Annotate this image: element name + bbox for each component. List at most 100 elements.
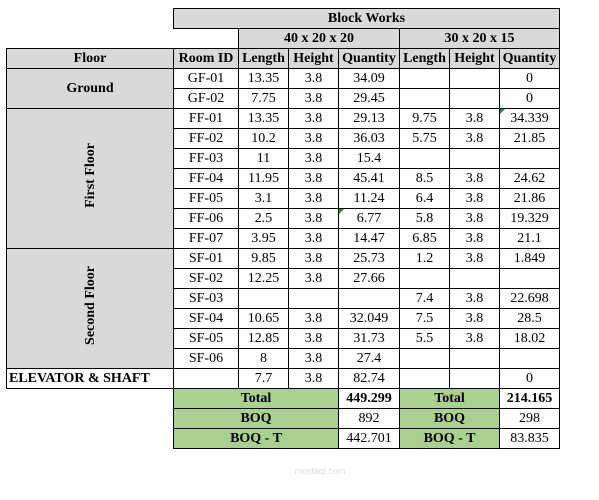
total-value-1: 449.299 — [338, 388, 400, 409]
total-label: Total — [173, 388, 339, 409]
boq-t-value-1: 442.701 — [338, 428, 400, 449]
quantity-cell-2 — [499, 148, 560, 169]
quantity-cell-2: 28.5 — [499, 308, 560, 329]
quantity-cell-2: 34.339 — [499, 108, 560, 129]
quantity-cell: 11.24 — [338, 188, 400, 209]
length-cell-2: 5.8 — [399, 208, 450, 229]
quantity-cell-2: 18.02 — [499, 328, 560, 349]
floor-second-label: Second Floor — [82, 266, 98, 345]
room-id: SF-04 — [173, 308, 239, 329]
boq-label-2: BOQ — [399, 408, 500, 429]
height-cell-2 — [449, 268, 500, 289]
room-id: SF-01 — [173, 248, 239, 269]
total-value-2: 214.165 — [499, 388, 560, 409]
header-height-2: Height — [449, 48, 500, 69]
quantity-cell-2: 22.698 — [499, 288, 560, 309]
height-cell: 3.8 — [288, 148, 339, 169]
length-cell — [238, 288, 289, 309]
length-cell: 10.2 — [238, 128, 289, 149]
length-cell-2 — [399, 68, 450, 89]
quantity-cell-2: 0 — [499, 68, 560, 89]
height-cell: 3.8 — [288, 328, 339, 349]
length-cell: 8 — [238, 348, 289, 369]
quantity-cell: 82.74 — [338, 368, 400, 389]
length-cell-2 — [399, 148, 450, 169]
height-cell: 3.8 — [288, 68, 339, 89]
height-cell: 3.8 — [288, 368, 339, 389]
header-height: Height — [288, 48, 339, 69]
room-id: FF-06 — [173, 208, 239, 229]
floor-first: First Floor — [6, 108, 174, 249]
room-id: GF-01 — [173, 68, 239, 89]
quantity-cell: 27.66 — [338, 268, 400, 289]
quantity-cell: 34.09 — [338, 68, 400, 89]
length-cell: 7.75 — [238, 88, 289, 109]
group-header-30x20x15: 30 x 20 x 15 — [399, 28, 560, 49]
room-id: SF-06 — [173, 348, 239, 369]
header-room-id: Room ID — [173, 48, 239, 69]
quantity-cell-2: 21.1 — [499, 228, 560, 249]
length-cell-2: 5.5 — [399, 328, 450, 349]
length-cell: 12.85 — [238, 328, 289, 349]
watermark: mostaql.com — [294, 466, 346, 476]
length-cell: 11 — [238, 148, 289, 169]
quantity-cell: 27.4 — [338, 348, 400, 369]
length-cell: 3.1 — [238, 188, 289, 209]
height-cell-2 — [449, 88, 500, 109]
group-header-40x20x20: 40 x 20 x 20 — [238, 28, 400, 49]
height-cell-2: 3.8 — [449, 188, 500, 209]
quantity-cell: 25.73 — [338, 248, 400, 269]
height-cell — [288, 288, 339, 309]
height-cell: 3.8 — [288, 188, 339, 209]
room-id: FF-05 — [173, 188, 239, 209]
height-cell: 3.8 — [288, 308, 339, 329]
length-cell: 13.35 — [238, 108, 289, 129]
quantity-cell-2 — [499, 348, 560, 369]
length-cell-2: 7.4 — [399, 288, 450, 309]
length-cell-2: 5.75 — [399, 128, 450, 149]
quantity-cell-2: 19.329 — [499, 208, 560, 229]
quantity-cell: 45.41 — [338, 168, 400, 189]
length-cell-2: 8.5 — [399, 168, 450, 189]
room-id: FF-02 — [173, 128, 239, 149]
height-cell: 3.8 — [288, 88, 339, 109]
boq-t-label: BOQ - T — [173, 428, 339, 449]
height-cell: 3.8 — [288, 208, 339, 229]
length-cell-2 — [399, 368, 450, 389]
room-id — [173, 368, 239, 389]
height-cell-2: 3.8 — [449, 308, 500, 329]
height-cell-2: 3.8 — [449, 288, 500, 309]
length-cell-2: 6.85 — [399, 228, 450, 249]
height-cell-2: 3.8 — [449, 168, 500, 189]
room-id: SF-02 — [173, 268, 239, 289]
length-cell-2: 1.2 — [399, 248, 450, 269]
quantity-cell-2: 21.85 — [499, 128, 560, 149]
header-quantity-2: Quantity — [499, 48, 560, 69]
header-quantity: Quantity — [338, 48, 400, 69]
height-cell: 3.8 — [288, 268, 339, 289]
quantity-cell-2: 21.86 — [499, 188, 560, 209]
floor-ground: Ground — [6, 68, 174, 109]
quantity-cell: 15.4 — [338, 148, 400, 169]
length-cell-2: 7.5 — [399, 308, 450, 329]
length-cell: 2.5 — [238, 208, 289, 229]
floor-second: Second Floor — [6, 248, 174, 369]
header-length-2: Length — [399, 48, 450, 69]
length-cell-2: 9.75 — [399, 108, 450, 129]
quantity-cell: 29.13 — [338, 108, 400, 129]
block-works-table: Block Works 40 x 20 x 20 30 x 20 x 15 Fl… — [6, 8, 560, 449]
height-cell-2: 3.8 — [449, 228, 500, 249]
length-cell: 9.85 — [238, 248, 289, 269]
length-cell: 11.95 — [238, 168, 289, 189]
height-cell: 3.8 — [288, 168, 339, 189]
room-id: SF-05 — [173, 328, 239, 349]
length-cell-2 — [399, 268, 450, 289]
height-cell: 3.8 — [288, 228, 339, 249]
quantity-cell: 6.77 — [338, 208, 400, 229]
room-id: FF-04 — [173, 168, 239, 189]
height-cell-2: 3.8 — [449, 328, 500, 349]
room-id: FF-01 — [173, 108, 239, 129]
quantity-cell — [338, 288, 400, 309]
height-cell-2 — [449, 68, 500, 89]
